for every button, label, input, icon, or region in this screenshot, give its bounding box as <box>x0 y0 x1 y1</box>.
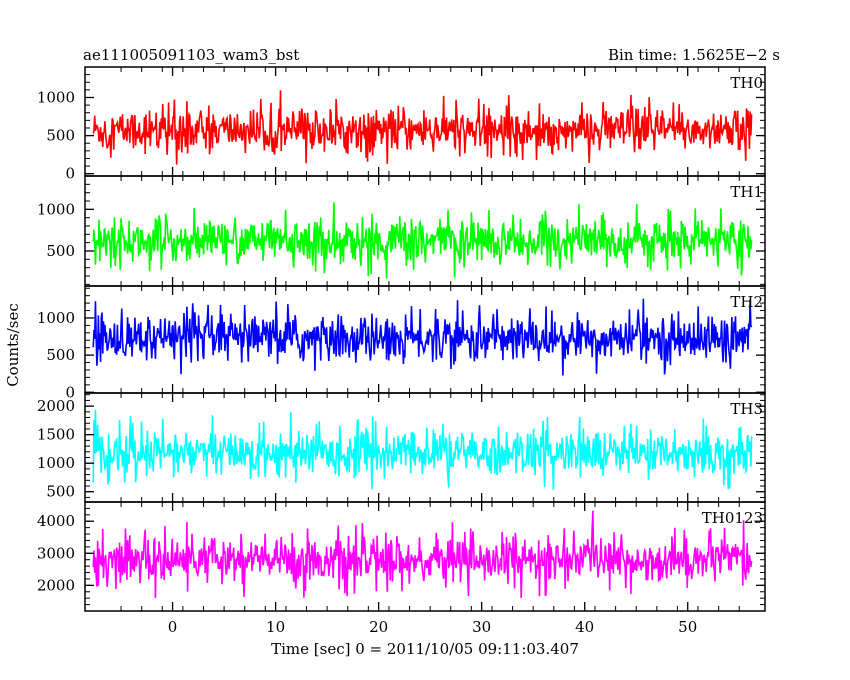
y-tick-label: 0 <box>65 383 75 401</box>
panel-th0123: 2000 3000 4000 TH0123 0 10 20 30 40 50 <box>37 501 766 636</box>
x-tick-label: 50 <box>678 618 697 636</box>
series-th1 <box>92 202 753 279</box>
panel-label: TH1 <box>730 183 763 201</box>
y-tick-label: 1000 <box>37 309 75 327</box>
panel-th0: 0 500 1000 TH0 <box>37 66 766 183</box>
panels: 05001000TH05001000TH105001000TH250010001… <box>37 66 766 636</box>
panel-label: TH2 <box>730 293 763 311</box>
panel-th2: 0 500 1000 TH2 <box>37 285 766 401</box>
x-axis-label: Time [sec] 0 = 2011/10/05 09:11:03.407 <box>271 640 579 658</box>
panel-frame <box>84 501 766 612</box>
series-th3 <box>92 409 753 490</box>
series-th0123 <box>92 510 753 598</box>
y-axis-label: Counts/sec <box>4 303 22 387</box>
x-tick-label: 30 <box>472 618 491 636</box>
chart-subtitle: Bin time: 1.5625E−2 s <box>608 46 780 64</box>
x-tick-label: 40 <box>575 618 594 636</box>
panel-label: TH3 <box>730 400 763 418</box>
y-tick-label: 1500 <box>37 426 75 444</box>
y-tick-label: 4000 <box>37 512 75 530</box>
y-tick-label: 500 <box>46 483 75 501</box>
series-th0 <box>92 90 753 165</box>
y-tick-label: 2000 <box>37 576 75 594</box>
y-tick-label: 1000 <box>37 88 75 106</box>
x-tick-label: 20 <box>369 618 388 636</box>
series-th2 <box>92 298 753 376</box>
y-tick-label: 1000 <box>37 454 75 472</box>
panel-th1: 500 1000 TH1 <box>37 175 766 287</box>
x-tick-label: 10 <box>266 618 285 636</box>
panel-label: TH0123 <box>702 509 763 527</box>
panel-frame <box>84 175 766 287</box>
y-tick-label: 3000 <box>37 544 75 562</box>
y-tick-label: 500 <box>46 242 75 260</box>
panel-label: TH0 <box>730 74 763 92</box>
y-tick-label: 500 <box>46 346 75 364</box>
x-tick-label: 0 <box>168 618 178 636</box>
y-tick-label: 500 <box>46 127 75 145</box>
y-tick-label: 2000 <box>37 397 75 415</box>
chart-title: ae111005091103_wam3_bst <box>83 46 299 64</box>
y-tick-label: 1000 <box>37 200 75 218</box>
y-tick-label: 0 <box>65 165 75 183</box>
panel-th3: 500 1000 1500 2000 TH3 <box>37 392 766 503</box>
